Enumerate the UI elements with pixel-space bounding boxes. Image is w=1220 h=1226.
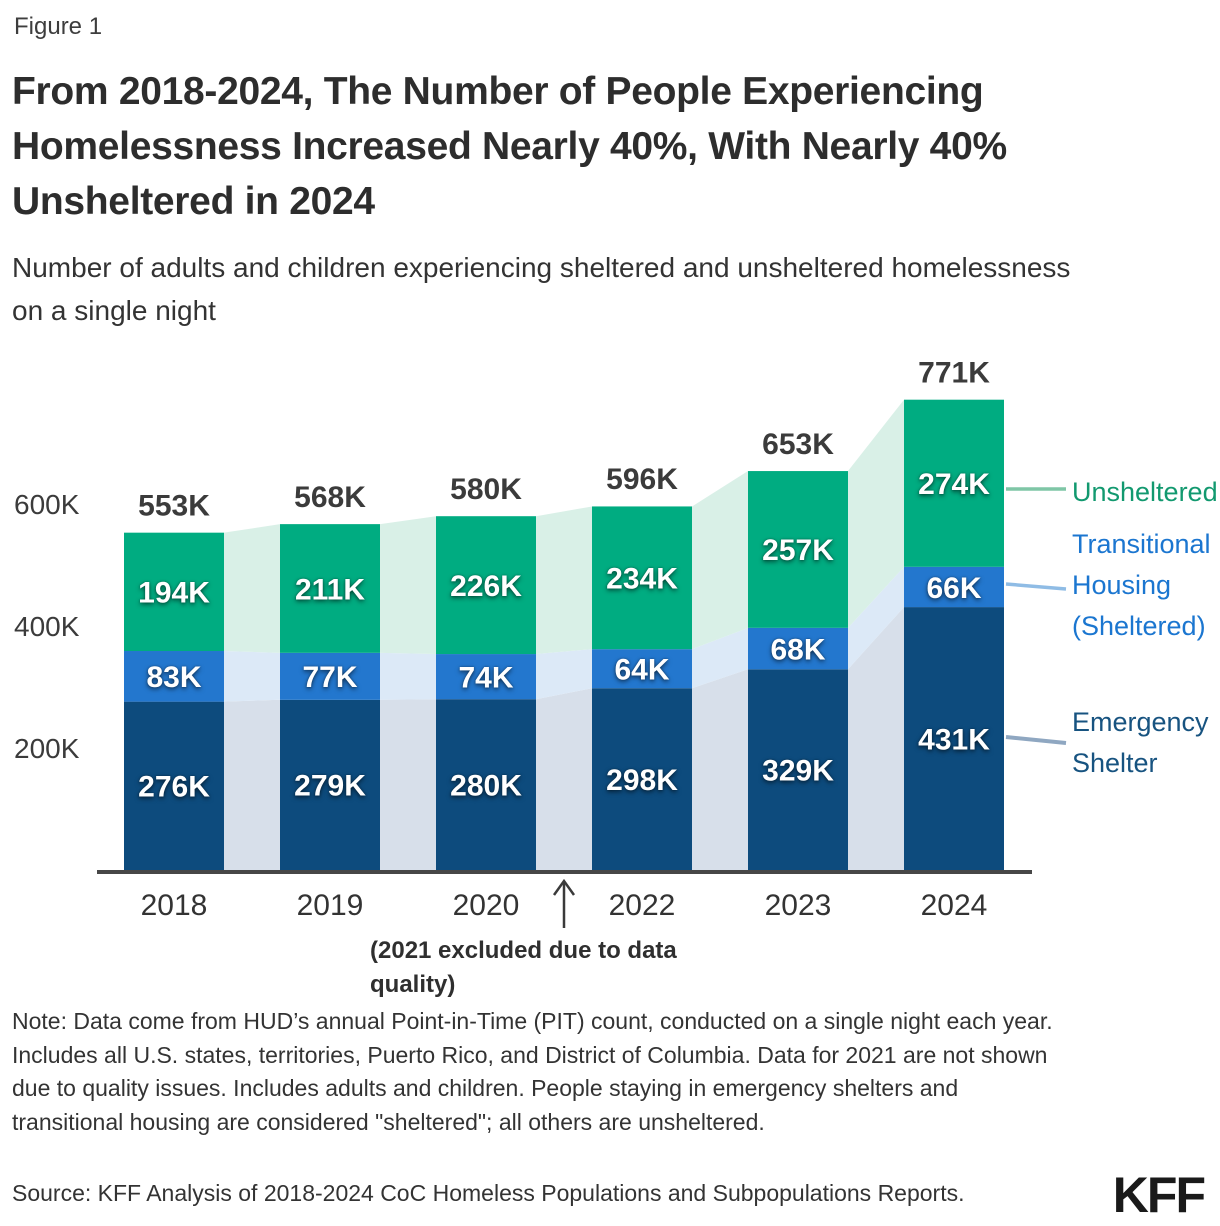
- bar-value-label: 274K: [918, 468, 990, 501]
- bar-value-label: 276K: [138, 771, 210, 804]
- bar-segment: [280, 652, 380, 700]
- area-band: [692, 627, 748, 689]
- bar-value-label: 66K: [926, 572, 981, 605]
- chart-subtitle: Number of adults and children experienci…: [12, 252, 1071, 326]
- legend-label-emergency-shelter: Emergency Shelter: [1072, 707, 1209, 778]
- x-axis-tick-label: 2018: [141, 889, 208, 922]
- bar-segment: [592, 506, 692, 650]
- area-band: [848, 607, 904, 870]
- bar-segment: [904, 566, 1004, 608]
- bar-value-label: 83K: [146, 661, 201, 694]
- area-band: [224, 524, 280, 653]
- x-axis-tick-label: 2020: [453, 889, 520, 922]
- annotation-2021-excluded: (2021 excluded due to data quality): [370, 937, 677, 998]
- bar-segment: [748, 627, 848, 670]
- bar-total-label: 596K: [606, 463, 678, 496]
- bar-segment: [436, 516, 536, 655]
- bar-value-label: 226K: [450, 570, 522, 603]
- area-band: [848, 566, 904, 670]
- figure-label: Figure 1: [14, 13, 103, 40]
- y-axis-tick-label: 400K: [14, 611, 80, 642]
- x-axis-tick-label: 2023: [765, 889, 832, 922]
- kff-logo: KFF: [1112, 1167, 1206, 1223]
- y-axis-tick-label: 200K: [14, 733, 80, 764]
- bar-total-label: 580K: [450, 473, 522, 506]
- legend-label-unsheltered: Unsheltered: [1072, 477, 1218, 507]
- bar-value-label: 234K: [606, 563, 678, 596]
- bar-segment: [904, 399, 1004, 567]
- area-band: [848, 399, 904, 628]
- stacked-bar-chart: 276K 83K 194K 553K 2018 279K 77K 211K 568K 2019 28…: [14, 356, 1067, 928]
- bar-value-label: 64K: [614, 654, 669, 687]
- bar-total-label: 771K: [918, 356, 990, 389]
- bar-value-label: 68K: [770, 633, 825, 666]
- legend-label-transitional-housing: Transitional Housing (Sheltered): [1072, 529, 1211, 641]
- bar-segment: [436, 654, 536, 700]
- area-band: [380, 699, 436, 870]
- x-axis-tick-label: 2019: [297, 889, 364, 922]
- bar-segment: [280, 524, 380, 653]
- bar-value-label: 298K: [606, 764, 678, 797]
- arrow-head: [552, 878, 576, 896]
- bar-total-label: 553K: [138, 489, 210, 522]
- x-axis-tick-label: 2024: [921, 889, 988, 922]
- note-text: Note: Data come from HUD’s annual Point-…: [12, 1008, 1053, 1135]
- source-text: Source: KFF Analysis of 2018-2024 CoC Ho…: [12, 1180, 965, 1206]
- area-band: [536, 688, 592, 870]
- area-band: [224, 699, 280, 870]
- bar-value-label: 211K: [295, 573, 365, 606]
- leader-line-transitional: [1005, 582, 1067, 591]
- bar-value-label: 194K: [138, 577, 210, 610]
- area-band: [692, 471, 748, 650]
- bar-value-label: 329K: [762, 754, 834, 787]
- bar-segment: [748, 471, 848, 628]
- bar-value-label: 279K: [294, 770, 366, 803]
- area-band: [536, 506, 592, 655]
- bar-value-label: 77K: [302, 661, 357, 694]
- bar-value-label: 280K: [450, 769, 522, 802]
- bar-segment: [592, 688, 692, 870]
- area-band: [536, 649, 592, 700]
- chart-title: From 2018-2024, The Number of People Exp…: [12, 70, 1007, 223]
- x-axis-tick-label: 2022: [609, 889, 676, 922]
- bar-segment: [124, 651, 224, 702]
- bar-segment: [280, 699, 380, 870]
- leader-line-emergency: [1005, 735, 1067, 745]
- y-axis-tick-label: 600K: [14, 489, 80, 520]
- bar-value-label: 431K: [918, 723, 990, 756]
- bar-segment: [124, 532, 224, 652]
- bar-value-label: 257K: [762, 534, 834, 567]
- area-band: [380, 516, 436, 655]
- bar-segment: [592, 649, 692, 689]
- arrow-up-icon: [552, 878, 576, 928]
- bar-total-label: 653K: [762, 428, 834, 461]
- area-band: [380, 652, 436, 700]
- area-band: [692, 669, 748, 870]
- bar-segment: [436, 699, 536, 870]
- bar-segment: [748, 669, 848, 870]
- bar-segment: [124, 701, 224, 870]
- bar-segment: [904, 607, 1004, 870]
- bar-value-label: 74K: [458, 661, 513, 694]
- area-band: [224, 651, 280, 702]
- bar-total-label: 568K: [294, 481, 366, 514]
